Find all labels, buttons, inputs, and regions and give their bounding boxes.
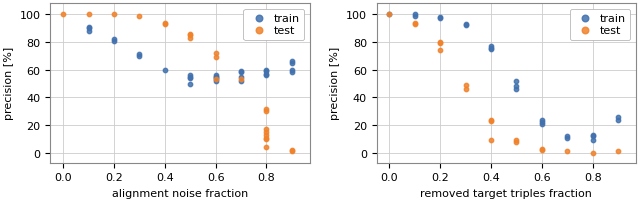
test (261, 138, 271, 141)
train (287, 69, 297, 72)
train (211, 76, 221, 79)
test (261, 131, 271, 134)
test (562, 150, 572, 153)
test (261, 128, 271, 131)
train (435, 18, 445, 21)
train (211, 74, 221, 78)
train (83, 30, 93, 33)
test (185, 33, 195, 36)
test (134, 15, 145, 18)
train (410, 14, 420, 17)
train (562, 136, 572, 140)
train (613, 116, 623, 119)
test (461, 84, 471, 87)
train (461, 25, 471, 28)
train (261, 74, 271, 78)
train (537, 121, 547, 124)
test (486, 139, 496, 142)
test (486, 118, 496, 122)
train (236, 70, 246, 73)
train (537, 118, 547, 122)
train (134, 55, 145, 58)
train (287, 62, 297, 65)
test (211, 52, 221, 55)
train (159, 69, 170, 72)
test (159, 22, 170, 25)
Y-axis label: precision [%]: precision [%] (330, 47, 340, 120)
train (261, 69, 271, 72)
train (109, 38, 119, 42)
train (486, 45, 496, 48)
test (511, 139, 522, 142)
train (236, 80, 246, 83)
test (384, 14, 394, 17)
train (185, 74, 195, 78)
train (109, 40, 119, 43)
test (185, 34, 195, 38)
train (287, 60, 297, 64)
test (511, 140, 522, 144)
test (461, 88, 471, 91)
train (211, 76, 221, 79)
train (261, 70, 271, 73)
train (537, 123, 547, 126)
test (261, 136, 271, 140)
train (613, 118, 623, 122)
train (461, 23, 471, 26)
test (236, 78, 246, 82)
test (58, 14, 68, 17)
train (261, 73, 271, 76)
train (287, 72, 297, 75)
train (185, 83, 195, 86)
test (83, 14, 93, 17)
train (486, 47, 496, 50)
train (562, 135, 572, 138)
test (410, 22, 420, 25)
test (537, 147, 547, 150)
train (588, 135, 598, 138)
test (211, 56, 221, 60)
test (211, 78, 221, 82)
train (410, 15, 420, 18)
test (261, 146, 271, 149)
Legend: train, test: train, test (243, 10, 304, 41)
Legend: train, test: train, test (570, 10, 630, 41)
train (185, 77, 195, 80)
train (211, 80, 221, 83)
test (588, 152, 598, 155)
test (261, 134, 271, 137)
test (261, 107, 271, 110)
train (211, 78, 221, 82)
test (159, 23, 170, 26)
test (435, 43, 445, 46)
train (511, 80, 522, 83)
train (588, 134, 598, 137)
test (435, 49, 445, 53)
train (134, 54, 145, 57)
train (83, 26, 93, 29)
X-axis label: removed target triples fraction: removed target triples fraction (420, 188, 592, 198)
train (588, 139, 598, 142)
test (261, 110, 271, 113)
test (537, 149, 547, 152)
train (435, 16, 445, 20)
test (435, 41, 445, 44)
train (236, 76, 246, 79)
test (109, 14, 119, 17)
train (511, 88, 522, 91)
test (287, 149, 297, 152)
train (511, 85, 522, 88)
train (185, 76, 195, 79)
test (613, 150, 623, 153)
test (185, 37, 195, 40)
test (486, 120, 496, 123)
X-axis label: alignment noise fraction: alignment noise fraction (112, 188, 248, 198)
train (486, 48, 496, 51)
Y-axis label: precision [%]: precision [%] (4, 47, 14, 120)
test (287, 150, 297, 153)
train (83, 27, 93, 31)
train (384, 14, 394, 17)
train (236, 72, 246, 75)
test (410, 23, 420, 26)
